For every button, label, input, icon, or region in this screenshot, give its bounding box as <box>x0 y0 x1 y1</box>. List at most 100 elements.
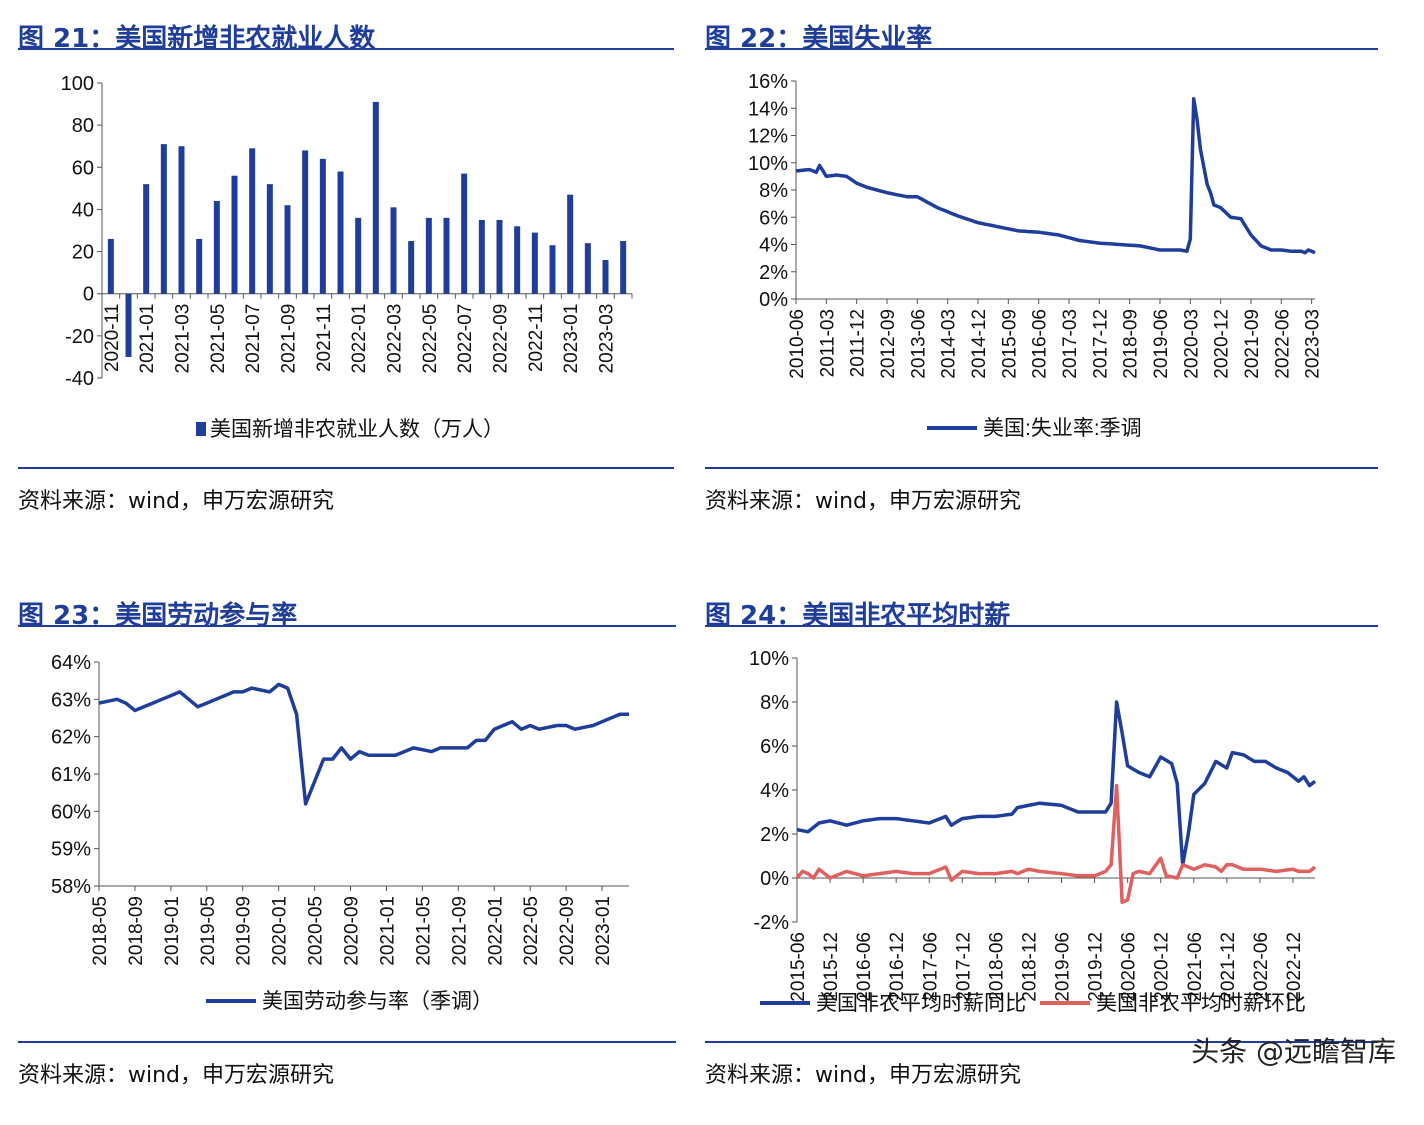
bar <box>531 232 538 294</box>
legend-label: 美国:失业率:季调 <box>983 417 1142 440</box>
y-tick-label: 14% <box>748 98 788 120</box>
x-tick-label: 2021-05 <box>208 304 229 374</box>
x-tick-label: 2022-01 <box>349 304 370 374</box>
panel-labor-participation: 图 23：美国劳动参与率 64% 63% 62% 61% 60% 59% 58% 2018-0… <box>18 585 678 1125</box>
bar <box>231 175 238 294</box>
bar <box>125 293 132 357</box>
x-tick-label: 2018-09 <box>126 896 147 966</box>
y-tick-label: -2% <box>753 912 789 934</box>
y-tick-label: 2% <box>759 262 788 284</box>
y-tick-label: 8% <box>759 180 788 202</box>
legend-label: 美国新增非农就业人数（万人） <box>210 418 504 441</box>
series-line <box>796 700 1317 867</box>
x-tick-label: 2014-12 <box>969 309 990 379</box>
watermark: 头条 @远瞻智库 <box>1191 1035 1396 1068</box>
x-tick-label: 2021-01 <box>137 304 158 374</box>
source-rule <box>705 467 1378 469</box>
y-tick-label: 4% <box>760 780 789 802</box>
x-tick-label: 2020-03 <box>1181 309 1202 379</box>
x-tick-label: 2012-09 <box>878 309 899 379</box>
bar <box>549 245 556 294</box>
title-rule <box>18 48 674 50</box>
bar <box>213 201 220 294</box>
y-tick-label: -40 <box>65 368 94 390</box>
x-tick-label: 2021-03 <box>173 304 194 374</box>
x-tick-label: 2018-12 <box>1019 932 1040 1002</box>
y-tick-label: 64% <box>51 652 91 674</box>
x-tick-label: 2021-09 <box>279 304 300 374</box>
legend-label: 美国非农平均时薪同比 <box>816 992 1026 1015</box>
x-tick-label: 2018-09 <box>1121 309 1142 379</box>
y-tick-label: 60 <box>72 157 94 179</box>
bar <box>390 207 397 294</box>
x-tick-label: 2016-06 <box>1030 309 1051 379</box>
series-line <box>98 682 629 806</box>
x-tick-label: 2017-03 <box>1060 309 1081 379</box>
y-tick-label: 40 <box>72 199 94 221</box>
source-rule <box>18 467 674 469</box>
x-tick-label: 2020-01 <box>270 896 291 966</box>
source-note: 资料来源：wind，申万宏源研究 <box>705 489 1022 514</box>
x-tick-label: 2022-06 <box>1251 932 1272 1002</box>
x-tick-label: 2015-06 <box>788 932 809 1002</box>
x-tick-label: 2017-06 <box>920 932 941 1002</box>
x-tick-label: 2020-05 <box>306 896 327 966</box>
bar <box>249 148 256 294</box>
legend-swatch <box>196 422 206 436</box>
x-tick-label: 2015-09 <box>999 309 1020 379</box>
y-tick-label: -20 <box>65 326 94 348</box>
x-tick-label: 2021-06 <box>1185 932 1206 1002</box>
x-tick-label: 2022-05 <box>521 896 542 966</box>
source-rule <box>18 1041 676 1043</box>
x-tick-label: 2019-05 <box>198 896 219 966</box>
bar <box>319 158 326 294</box>
source-note: 资料来源：wind，申万宏源研究 <box>18 489 335 514</box>
bar <box>408 241 415 294</box>
x-tick-label: 2018-05 <box>90 896 111 966</box>
bar <box>337 171 344 294</box>
title-rule <box>18 625 676 627</box>
x-tick-label: 2013-06 <box>908 309 929 379</box>
y-tick-label: 0% <box>760 868 789 890</box>
x-tick-label: 2022-01 <box>485 896 506 966</box>
y-tick-label: 63% <box>51 689 91 711</box>
x-tick-label: 2021-09 <box>1242 309 1263 379</box>
x-tick-label: 2023-03 <box>597 304 618 374</box>
source-note: 资料来源：wind，申万宏源研究 <box>18 1063 335 1088</box>
x-tick-label: 2014-03 <box>939 309 960 379</box>
x-tick-label: 2023-01 <box>593 896 614 966</box>
x-tick-label: 2023-03 <box>1303 309 1324 379</box>
x-tick-label: 2022-12 <box>1284 932 1305 1002</box>
x-tick-label: 2015-12 <box>821 932 842 1002</box>
bar <box>461 173 468 294</box>
x-tick-label: 2020-12 <box>1152 932 1173 1002</box>
x-tick-label: 2022-09 <box>557 896 578 966</box>
bar <box>567 194 574 294</box>
x-tick-label: 2022-05 <box>420 304 441 374</box>
y-tick-label: 10% <box>749 648 789 670</box>
y-tick-label: 10% <box>748 153 788 175</box>
x-tick-label: 2019-01 <box>162 896 183 966</box>
x-tick-label: 2022-09 <box>491 304 512 374</box>
bar <box>514 226 521 294</box>
y-tick-label: 100 <box>61 73 94 95</box>
x-tick-label: 2011-03 <box>817 309 838 377</box>
bar <box>602 260 609 294</box>
x-tick-label: 2021-11 <box>314 304 335 372</box>
chart-hourly-earnings: 10% 8% 6% 4% 2% 0% -2%2015-06 2015-12 2016-06 201… <box>749 648 1317 1015</box>
x-tick-label: 2018-06 <box>986 932 1007 1002</box>
x-tick-label: 2022-11 <box>526 304 547 372</box>
bar <box>584 243 591 294</box>
source-note: 资料来源：wind，申万宏源研究 <box>705 1063 1022 1088</box>
x-tick-label: 2016-06 <box>854 932 875 1002</box>
series-line <box>795 783 1317 904</box>
y-tick-label: 0% <box>759 289 788 311</box>
x-tick-label: 2022-06 <box>1272 309 1293 379</box>
bar <box>478 219 485 294</box>
source-rule <box>705 1041 1378 1043</box>
bar <box>372 101 379 294</box>
x-tick-label: 2023-01 <box>561 304 582 374</box>
x-tick-label: 2020-11 <box>102 304 123 372</box>
y-tick-label: 59% <box>51 839 91 861</box>
y-tick-label: 6% <box>759 207 788 229</box>
